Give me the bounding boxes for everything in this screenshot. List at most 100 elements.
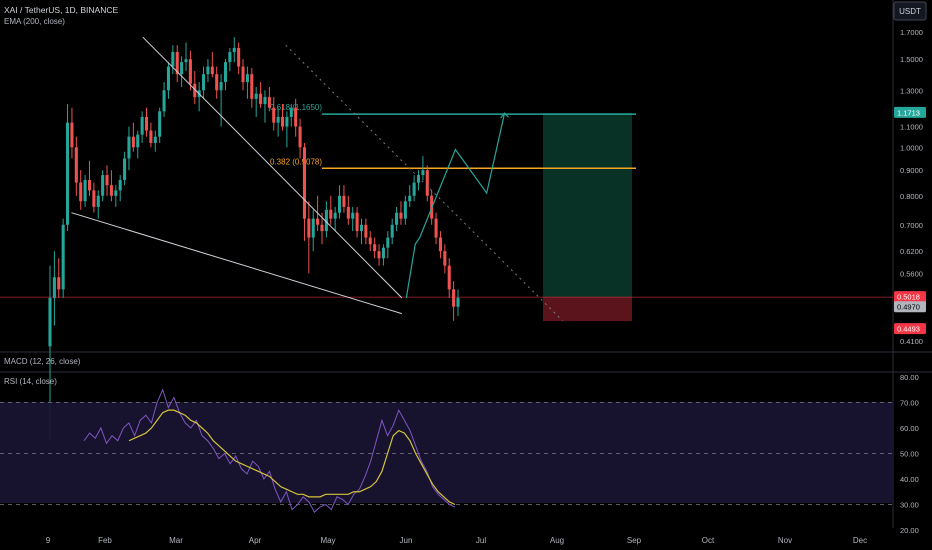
candle-body [294,107,298,127]
position-profit-zone[interactable] [543,112,632,298]
candle-body [456,297,460,307]
candle-body [272,107,276,123]
time-tick-label: Feb [98,536,112,545]
price-axis[interactable]: 1.7000 1.5000 1.3000 1.1000 1.0000 0.9000 0.80… [900,28,923,346]
candle-body [228,52,232,63]
price-tag-bg [894,323,926,335]
candle-body [105,175,109,186]
time-axis[interactable]: 9 Feb Mar Apr May Jun Jul Aug Sep Oct Nov Dec [46,536,867,545]
rsi-band-lines [0,402,893,505]
candle-body [127,136,131,159]
candle-body [149,130,153,143]
candle-body [386,237,390,248]
dotted-diagonal-line[interactable] [285,44,563,322]
candle-body [324,209,328,232]
candle-body [373,244,377,252]
candle-body [83,180,87,202]
wedge-lower-line[interactable] [71,212,402,315]
candle-body [175,52,179,75]
time-tick-label: Aug [550,536,564,545]
candle-body [438,237,442,252]
price-tick-label: 1.0000 [900,143,923,152]
position-loss-zone[interactable] [543,297,632,322]
candle-body [245,74,249,83]
symbol-title[interactable]: XAI / TetherUS, 1D, BINANCE [4,5,118,15]
rsi-label[interactable]: RSI (14, close) [4,377,57,386]
candle-body [416,175,421,183]
time-tick-label: Mar [169,536,183,545]
price-tag-label: 1.1713 [897,108,920,117]
rsi-tick-label: 20.00 [900,526,919,535]
candle-body [223,62,228,83]
price-tag-bg [894,301,926,313]
candle-body [215,74,219,91]
candle-body [193,83,197,98]
candle-body [219,82,223,91]
price-tag-bg [894,291,926,303]
candle-body [79,182,83,202]
candle-body [70,122,74,148]
rsi-tick-label: 50.00 [900,450,919,459]
candle-body [101,175,105,196]
candle-body [408,195,412,202]
candle-body [162,90,166,112]
candle-body [254,93,258,99]
price-tick-label: 0.4100 [900,337,923,346]
rsi-axis[interactable]: 80.00 70.00 60.00 50.00 40.00 30.00 20.00 [900,373,919,535]
candle-body [232,47,236,53]
candle-body [57,277,61,290]
candle-body [307,218,311,238]
price-tick-label: 0.5600 [900,269,923,278]
candle-body [118,180,122,191]
price-tag-bg [894,106,926,118]
time-tick-label: Nov [778,536,792,545]
candle-body [92,190,96,207]
macd-label[interactable]: MACD (12, 26, close) [4,357,81,366]
candle-body [329,209,333,219]
trendlines[interactable] [71,36,563,322]
price-tick-label: 0.6200 [900,247,923,256]
candle-body [61,224,65,290]
time-tick-label: Jun [400,536,413,545]
candle-body [259,93,263,105]
time-tick-label: Dec [853,536,867,545]
candle-body [289,107,293,117]
candle-body [342,195,346,207]
candle-body [52,277,56,298]
rsi-tick-label: 80.00 [900,373,919,382]
price-tag-label: 0.5018 [897,293,920,302]
candle-body [131,136,135,148]
candle-body [364,224,368,238]
time-tick-label: May [320,536,335,545]
candle-body [320,224,324,232]
price-tick-label: 0.8000 [900,192,923,201]
currency-button[interactable]: USDT [893,1,927,21]
price-tag-label: 0.4493 [897,325,920,334]
candle-body [421,170,425,176]
candle-body [188,59,192,84]
ema-indicator-label[interactable]: EMA (200, close) [4,17,65,26]
price-tick-label: 1.3000 [900,86,923,95]
projection-path[interactable] [405,113,506,298]
candle-body [114,190,118,196]
time-tick-label: Oct [702,536,715,545]
candle-body [381,247,385,259]
candle-body [333,212,337,219]
wedge-upper-line[interactable] [142,36,403,299]
candle-body [285,116,289,127]
candle-body [136,134,140,148]
rsi-tick-label: 40.00 [900,475,919,484]
candle-body [311,218,315,238]
fib-618-label: 0.618 (1.1650) [270,103,322,112]
candle-body [180,62,184,75]
time-tick-label: 9 [46,536,51,545]
candle-body [237,47,241,67]
candle-body [452,289,456,307]
candle-body [377,251,381,259]
rsi-band-background [0,402,893,503]
candle-body [298,126,302,148]
candle-body [166,66,170,91]
price-tick-label: 1.1000 [900,123,923,132]
time-tick-label: Apr [249,536,262,545]
candle-body [210,66,214,75]
